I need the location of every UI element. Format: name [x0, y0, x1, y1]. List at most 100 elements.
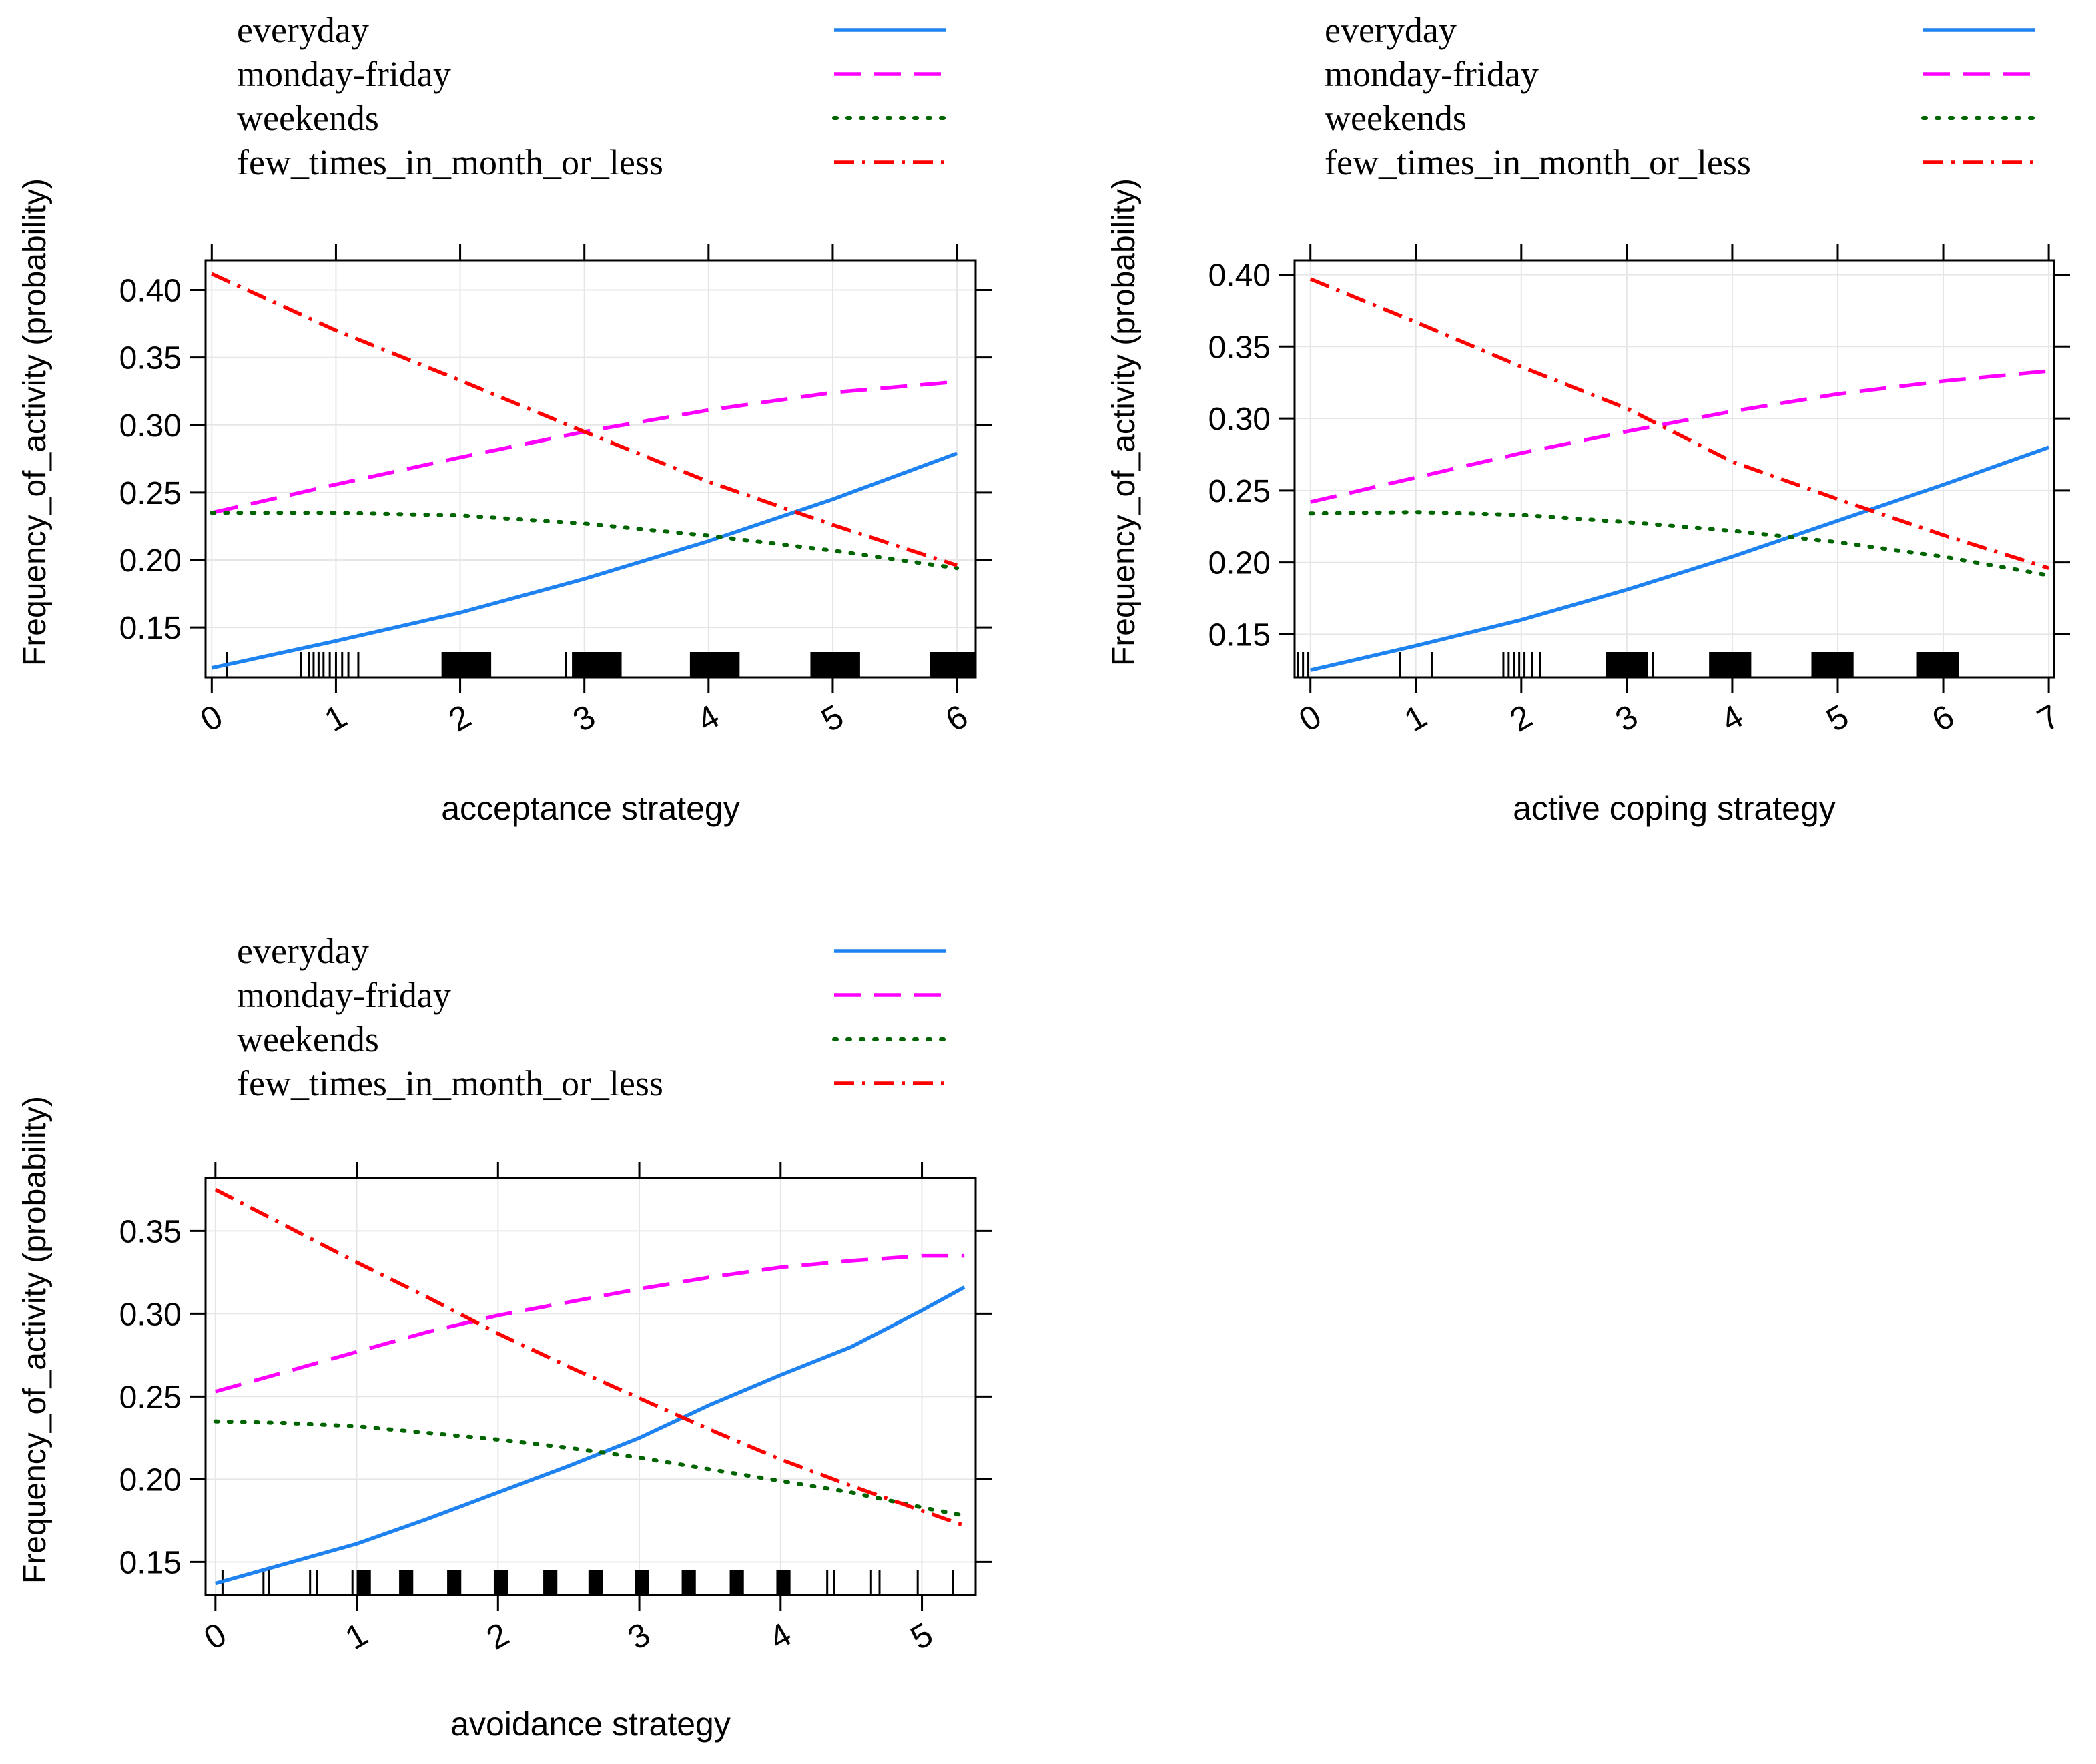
y-tick-label: 0.20	[119, 543, 182, 579]
rug-band	[447, 1570, 462, 1595]
rug-band	[493, 1570, 508, 1595]
rug-band	[635, 1570, 649, 1595]
y-tick-label: 0.35	[119, 1214, 182, 1249]
gridlines	[1295, 260, 2054, 677]
y-tick-label: 0.25	[1208, 474, 1271, 509]
legend-label: weekends	[1325, 98, 1467, 138]
legend-label: everyday	[237, 10, 369, 50]
legend-label: monday-friday	[237, 975, 451, 1015]
y-tick-label: 0.15	[119, 611, 182, 646]
legend-label: everyday	[237, 931, 369, 971]
x-tick-label: 5	[1820, 697, 1854, 739]
y-tick-label: 0.35	[119, 341, 182, 376]
y-tick-label: 0.40	[1208, 258, 1271, 294]
rug-band	[1811, 652, 1854, 677]
x-tick-label: 3	[622, 1615, 657, 1657]
x-tick-label: 2	[480, 1615, 515, 1657]
x-tick-label: 1	[339, 1615, 374, 1657]
rug-band	[1606, 652, 1648, 677]
plot-frame	[204, 259, 977, 679]
x-tick-label: 1	[318, 697, 353, 739]
y-axis: 0.15 0.20 0.25 0.30 0.35 0.40	[119, 273, 992, 646]
legend-label: few_times_in_month_or_less	[1325, 142, 1751, 182]
series-line-weekends	[210, 511, 960, 571]
x-tick-label: 2	[1503, 697, 1538, 739]
y-axis: 0.15 0.20 0.25 0.30 0.35 0.40	[1208, 258, 2070, 653]
y-axis-label: Frequency_of_activity (probability)	[1106, 178, 1142, 666]
series-lines	[1308, 277, 2051, 672]
series-line-few_times_in_month_or_less	[1309, 277, 2049, 570]
rug-band	[543, 1570, 558, 1595]
plot-frame	[1293, 259, 2055, 679]
series-lines	[210, 272, 960, 670]
series-lines	[213, 1187, 967, 1586]
x-tick-label: 7	[2031, 697, 2066, 739]
x-tick-label: 1	[1398, 697, 1433, 739]
y-tick-label: 0.20	[119, 1462, 182, 1498]
x-axis-label: active coping strategy	[1513, 790, 1836, 827]
x-tick-label: 2	[442, 697, 477, 739]
y-tick-label: 0.35	[1208, 330, 1271, 365]
rug-band	[1709, 652, 1752, 677]
x-tick-label: 0	[1293, 697, 1327, 739]
rug-band	[572, 652, 622, 677]
y-tick-label: 0.25	[119, 476, 182, 511]
x-tick-label: 3	[567, 697, 601, 739]
y-tick-label: 0.15	[119, 1545, 182, 1580]
y-tick-label: 0.40	[119, 273, 182, 308]
series-line-everyday	[215, 1285, 966, 1586]
y-axis-label: Frequency_of_activity (probability)	[17, 178, 53, 666]
y-axis: 0.15 0.20 0.25 0.30 0.35	[119, 1214, 992, 1580]
x-tick-label: 5	[815, 697, 849, 739]
rug-band	[776, 1570, 791, 1595]
x-tick-label: 0	[194, 697, 229, 739]
plot-frame	[204, 1177, 977, 1596]
rug	[226, 652, 976, 677]
legend: everydaymonday-fridayweekendsfew_times_i…	[237, 931, 948, 1103]
x-tick-label: 4	[763, 1615, 797, 1657]
rug-band	[441, 652, 492, 677]
legend-label: few_times_in_month_or_less	[237, 142, 663, 182]
gridlines	[206, 1178, 976, 1595]
series-line-few_times_in_month_or_less	[211, 272, 958, 567]
x-tick-label: 6	[1925, 697, 1960, 739]
rug-band	[689, 652, 740, 677]
y-axis-label: Frequency_of_activity (probability)	[17, 1096, 53, 1584]
x-tick-label: 3	[1609, 697, 1644, 739]
legend-label: few_times_in_month_or_less	[237, 1063, 663, 1103]
y-tick-label: 0.25	[119, 1380, 182, 1415]
rug-band	[810, 652, 860, 677]
legend: everydaymonday-fridayweekendsfew_times_i…	[1325, 10, 2037, 182]
series-line-weekends	[1308, 510, 2051, 577]
legend-label: everyday	[1325, 10, 1457, 50]
legend-label: weekends	[237, 98, 379, 138]
x-axis-label: avoidance strategy	[450, 1705, 731, 1743]
rug	[221, 1570, 954, 1595]
panel-3: 0 1 2 3 4 5 0.15 0.20 0.25 0.30 0.35 avoidance stra…	[17, 931, 992, 1743]
panel-2: 0 1 2 3 4 5 6 7 0.15 0.20 0.25 0.30 0.35 0.40 active c…	[1106, 10, 2070, 827]
legend-label: monday-friday	[237, 54, 451, 94]
series-line-weekends	[213, 1419, 967, 1518]
rug-band	[356, 1570, 371, 1595]
series-line-monday-friday	[1310, 369, 2049, 504]
rug-band	[729, 1570, 744, 1595]
x-tick-label: 4	[1714, 697, 1749, 739]
y-tick-label: 0.20	[1208, 546, 1271, 581]
y-tick-label: 0.30	[119, 408, 182, 444]
rug-band	[1916, 652, 1959, 677]
y-tick-label: 0.30	[1208, 402, 1271, 437]
legend-label: weekends	[237, 1019, 379, 1059]
y-tick-label: 0.15	[1208, 617, 1271, 653]
legend: everydaymonday-fridayweekendsfew_times_i…	[237, 10, 948, 182]
x-axis-label: acceptance strategy	[441, 790, 740, 827]
x-tick-label: 5	[904, 1615, 939, 1657]
rug-band	[681, 1570, 696, 1595]
x-tick-label: 4	[691, 697, 725, 739]
series-line-everyday	[1310, 445, 2050, 672]
x-tick-label: 0	[198, 1615, 232, 1657]
legend-label: monday-friday	[1325, 54, 1539, 94]
series-line-monday-friday	[215, 1253, 965, 1394]
series-line-everyday	[211, 451, 958, 670]
x-tick-label: 6	[940, 697, 974, 739]
